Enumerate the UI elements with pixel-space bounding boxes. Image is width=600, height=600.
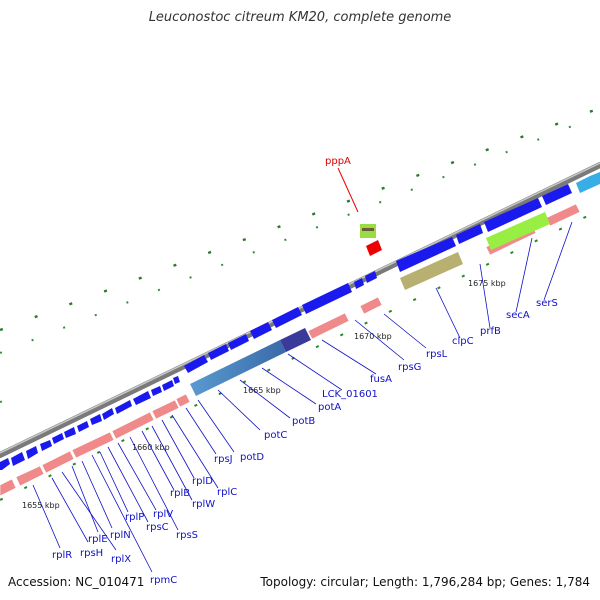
gene-label-rpmC: rpmC <box>150 575 177 586</box>
gene-label-secA: secA <box>506 310 530 321</box>
tick-1670: 1670 kbp <box>354 332 392 341</box>
gene-label-potA: potA <box>318 402 341 413</box>
gene-arrow <box>151 386 162 396</box>
gene-arrow <box>542 184 572 205</box>
gene-arrow <box>52 433 64 444</box>
gene-label-rplC: rplC <box>217 487 237 498</box>
tick-1675: 1675 kbp <box>468 279 506 288</box>
gene-arrow <box>26 446 38 459</box>
gene-label-rplD: rplD <box>192 476 213 487</box>
gene-arrow <box>228 334 249 350</box>
gene-arrow <box>102 408 114 420</box>
gene-label-rpsJ: rpsJ <box>214 454 233 465</box>
gene-labels: rplR rpsH rplX rplE rplN rpmC rplP rpsC … <box>52 298 558 586</box>
gene-arrow <box>115 400 132 414</box>
gene-arrow <box>365 271 377 283</box>
gene-arrow <box>133 391 151 405</box>
gene-arrow <box>184 355 208 373</box>
pot-operon-band <box>190 328 311 396</box>
gene-label-potC: potC <box>264 430 287 441</box>
pppA-label: pppA <box>325 156 351 167</box>
gene-label-rplW: rplW <box>192 499 215 510</box>
gene-arrow <box>208 344 229 360</box>
gene-label-rplR: rplR <box>52 550 72 561</box>
gene-label-rplV: rplV <box>153 509 173 520</box>
gene-label-potB: potB <box>292 416 315 427</box>
genome-backbone <box>0 162 600 458</box>
gene-arrow <box>302 283 352 314</box>
gene-label-potD: potD <box>240 452 264 463</box>
gene-arrow <box>77 421 89 432</box>
gene-label-rpsG: rpsG <box>398 362 421 373</box>
forward-genes <box>0 172 600 470</box>
gene-label-LCK_01601: LCK_01601 <box>322 389 378 400</box>
gene-label-rpsL: rpsL <box>426 349 448 360</box>
gene-label-fusA: fusA <box>370 374 392 385</box>
tick-1665: 1665 kbp <box>243 386 281 395</box>
genome-summary-text: Topology: circular; Length: 1,796,284 bp… <box>260 575 590 589</box>
gene-arrow <box>64 427 76 438</box>
gene-arrow <box>396 237 456 272</box>
gene-label-rplB: rplB <box>170 488 190 499</box>
gene-label-rplE: rplE <box>88 534 108 545</box>
gene-arrow <box>40 440 52 451</box>
label-leader-lines <box>32 221 573 573</box>
gene-label-rplN: rplN <box>110 530 131 541</box>
colored-feature-bands <box>400 212 550 290</box>
pppA-marker <box>337 167 382 256</box>
gene-arrow <box>90 414 102 425</box>
gene-arrow <box>456 224 483 244</box>
outer-dotted-track <box>0 103 600 403</box>
gene-arrow <box>173 376 180 384</box>
gene-arrow <box>11 452 25 466</box>
gene-label-clpC: clpC <box>452 336 474 347</box>
lower-dash-track <box>0 209 600 501</box>
gene-arrow <box>0 458 10 470</box>
gene-label-prfB: prfB <box>480 326 501 337</box>
gene-label-serS: serS <box>536 298 558 309</box>
tick-1655: 1655 kbp <box>22 501 60 510</box>
gene-arrow <box>354 278 364 289</box>
gene-label-rpsC: rpsC <box>146 522 169 533</box>
gene-label-rpsS: rpsS <box>176 530 198 541</box>
scale-ticks: 1655 kbp 1660 kbp 1665 kbp 1670 kbp 1675… <box>22 279 506 510</box>
accession-text: Accession: NC_010471 <box>8 575 145 589</box>
gene-label-rplX: rplX <box>111 554 131 565</box>
gene-label-rpsH: rpsH <box>80 548 103 559</box>
gene-arrow <box>272 307 302 328</box>
gene-arrow <box>484 198 542 232</box>
gene-arrow <box>250 322 272 339</box>
gene-label-rplP: rplP <box>125 512 144 523</box>
genome-title: Leuconostoc citreum KM20, complete genom… <box>148 10 452 25</box>
gene-arrow <box>162 380 174 391</box>
